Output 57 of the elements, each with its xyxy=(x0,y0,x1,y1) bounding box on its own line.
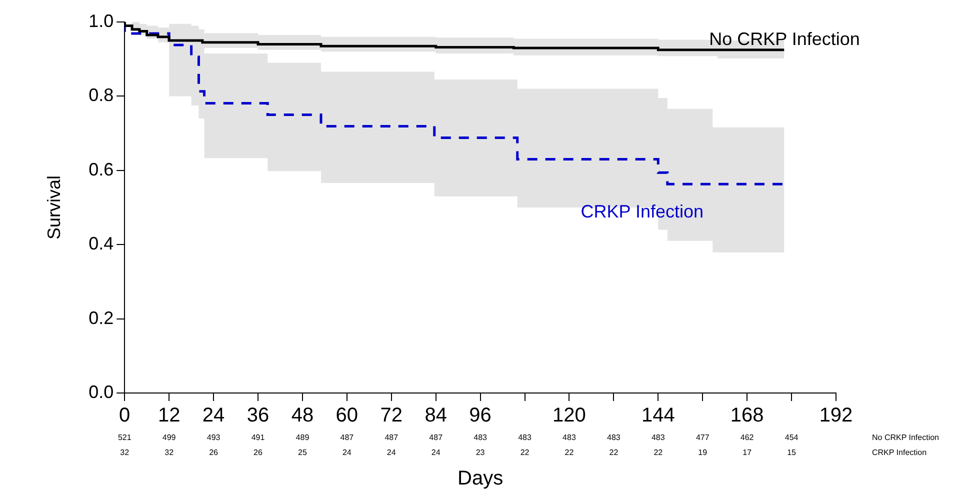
x-tick-label: 72 xyxy=(380,404,403,427)
text: 487 xyxy=(340,433,354,442)
text: 23 xyxy=(476,448,486,458)
text: 483 xyxy=(474,433,488,442)
y-tick-label: 0.2 xyxy=(88,308,114,328)
text: 454 xyxy=(784,433,799,442)
x-tick-label: 192 xyxy=(819,404,853,427)
text: 462 xyxy=(740,433,754,442)
text: 24 xyxy=(386,448,396,458)
text: 487 xyxy=(384,433,399,442)
y-tick-label: 1.0 xyxy=(88,10,114,31)
text: 19 xyxy=(698,448,708,458)
text: 24 xyxy=(342,448,352,458)
x-tick-label: 24 xyxy=(202,404,225,427)
x-tick-label: 12 xyxy=(158,404,180,427)
y-tick-label: 0.0 xyxy=(88,382,114,402)
text: 477 xyxy=(696,433,710,442)
x-tick-label: 144 xyxy=(641,404,675,427)
x-tick-label: 120 xyxy=(552,404,586,427)
x-tick-label: 0 xyxy=(119,404,130,427)
y-tick-label: 0.4 xyxy=(88,234,114,254)
text: 32 xyxy=(164,448,174,458)
text: 22 xyxy=(564,448,574,458)
series-label: No CRKP Infection xyxy=(709,28,860,49)
text: 26 xyxy=(254,448,263,458)
y-tick-label: 0.6 xyxy=(88,159,114,180)
text: 17 xyxy=(742,448,752,458)
text: 489 xyxy=(296,433,310,442)
text: 25 xyxy=(298,448,308,458)
text: 487 xyxy=(429,433,444,442)
y-tick-label: 0.8 xyxy=(88,85,114,106)
text: 483 xyxy=(607,433,621,442)
y-axis-title: Survival xyxy=(44,175,64,240)
text: 521 xyxy=(118,433,132,442)
text: 26 xyxy=(209,448,219,458)
text: 22 xyxy=(520,448,530,458)
text: 22 xyxy=(654,448,664,458)
text: 499 xyxy=(162,433,176,442)
x-tick-label: 84 xyxy=(424,404,447,427)
x-axis-title: Days xyxy=(458,468,504,490)
text: 483 xyxy=(518,433,532,442)
x-tick-label: 36 xyxy=(246,404,270,427)
text: CRKP Infection xyxy=(872,448,927,458)
x-tick-label: 60 xyxy=(336,404,358,427)
text: 483 xyxy=(562,433,576,442)
text: 15 xyxy=(787,448,797,458)
text: No CRKP Infection xyxy=(872,433,939,442)
x-tick-label: 96 xyxy=(469,404,492,427)
x-tick-label: 48 xyxy=(291,404,314,427)
x-tick-label: 168 xyxy=(730,404,764,427)
text: 22 xyxy=(609,448,619,458)
series-label: CRKP Infection xyxy=(580,201,704,222)
text: 491 xyxy=(251,433,266,442)
text: 24 xyxy=(431,448,441,458)
text: 483 xyxy=(651,433,666,442)
text: 32 xyxy=(120,448,130,458)
text: 493 xyxy=(206,433,221,442)
